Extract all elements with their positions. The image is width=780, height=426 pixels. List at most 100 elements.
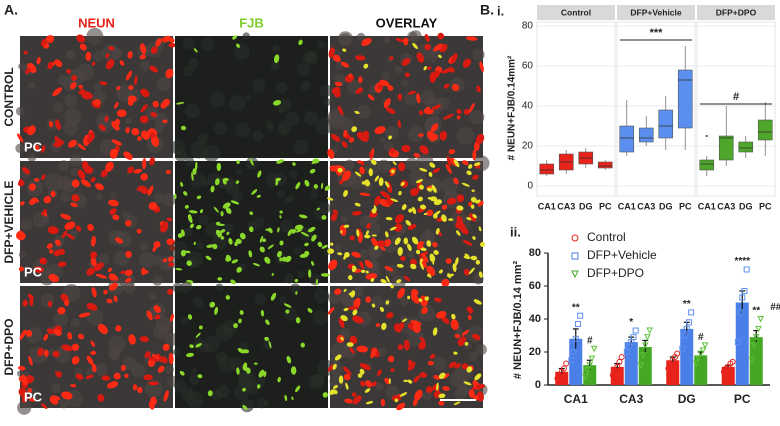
cell (441, 214, 447, 222)
texture (313, 288, 330, 304)
texture (53, 311, 68, 327)
cell (27, 293, 34, 300)
cell (75, 373, 84, 380)
texture (53, 102, 64, 113)
cell (21, 394, 28, 403)
texture (76, 63, 95, 81)
cell (186, 260, 192, 266)
cell (340, 315, 348, 322)
cell (360, 380, 366, 387)
cell (120, 270, 126, 274)
annotation: ** (752, 306, 760, 317)
cell (342, 48, 347, 52)
texture (245, 94, 252, 102)
texture (110, 191, 117, 199)
texture (154, 124, 164, 134)
cell (438, 400, 445, 406)
column-title: OVERLAY (376, 15, 438, 30)
point (693, 360, 700, 368)
cell (437, 32, 445, 40)
cell (360, 269, 366, 273)
cell (472, 236, 476, 240)
cell (433, 249, 439, 255)
cell (90, 350, 97, 355)
cell (400, 181, 405, 187)
cell (356, 345, 369, 353)
cell (239, 310, 244, 315)
cell (18, 365, 26, 371)
cell (71, 194, 80, 202)
cell (64, 221, 76, 230)
texture (334, 244, 342, 252)
cell (34, 177, 40, 182)
texture (15, 106, 25, 116)
cell (346, 306, 359, 310)
point (616, 358, 623, 365)
cell (460, 336, 467, 343)
cell (95, 273, 107, 279)
point (632, 327, 639, 334)
cell (448, 149, 456, 155)
texture (335, 61, 344, 70)
point (644, 334, 651, 341)
cell (448, 218, 454, 221)
texture (430, 57, 437, 64)
cell (54, 371, 60, 376)
cell (436, 382, 439, 391)
cell (29, 298, 34, 307)
cell (397, 162, 406, 172)
cell (371, 234, 377, 237)
texture (256, 398, 267, 409)
y-axis-label: # NEUN+FJB/0.14mm² (507, 55, 518, 160)
point (586, 362, 594, 369)
cell (152, 354, 160, 360)
cell (140, 104, 148, 113)
cell (385, 275, 390, 283)
cell (71, 343, 80, 351)
cell (55, 239, 61, 246)
micrograph (170, 32, 333, 162)
texture (279, 219, 293, 233)
texture (183, 65, 194, 77)
cell (61, 344, 73, 352)
cell (111, 121, 120, 131)
cell (390, 169, 395, 174)
point (685, 319, 692, 326)
point (699, 347, 707, 354)
cell (85, 374, 94, 379)
point (639, 352, 647, 359)
point (739, 294, 746, 301)
cell (58, 248, 65, 256)
cell (131, 128, 140, 136)
texture (359, 249, 369, 259)
cell (125, 271, 131, 277)
cell (273, 54, 280, 64)
cell (54, 59, 63, 68)
cell (128, 334, 136, 345)
cell (374, 240, 387, 248)
annotation: **** (734, 256, 750, 267)
texture (41, 215, 49, 224)
cell (262, 238, 267, 243)
cell (90, 177, 96, 183)
cell (340, 230, 343, 234)
panel-sublabel: ii. (510, 224, 521, 239)
cell (462, 58, 472, 68)
point (695, 355, 702, 363)
cell (365, 230, 370, 235)
texture (407, 250, 415, 259)
cell (55, 119, 61, 131)
texture (276, 189, 286, 198)
cell (277, 227, 280, 233)
cell (385, 107, 396, 114)
cell (401, 204, 407, 211)
cell (308, 269, 312, 278)
texture (375, 382, 384, 391)
cell (285, 255, 292, 263)
row-label: CONTROL (2, 67, 16, 126)
cell (276, 250, 282, 258)
cell (66, 69, 71, 74)
cell (47, 61, 53, 70)
cell (407, 224, 417, 231)
cell (166, 217, 173, 222)
